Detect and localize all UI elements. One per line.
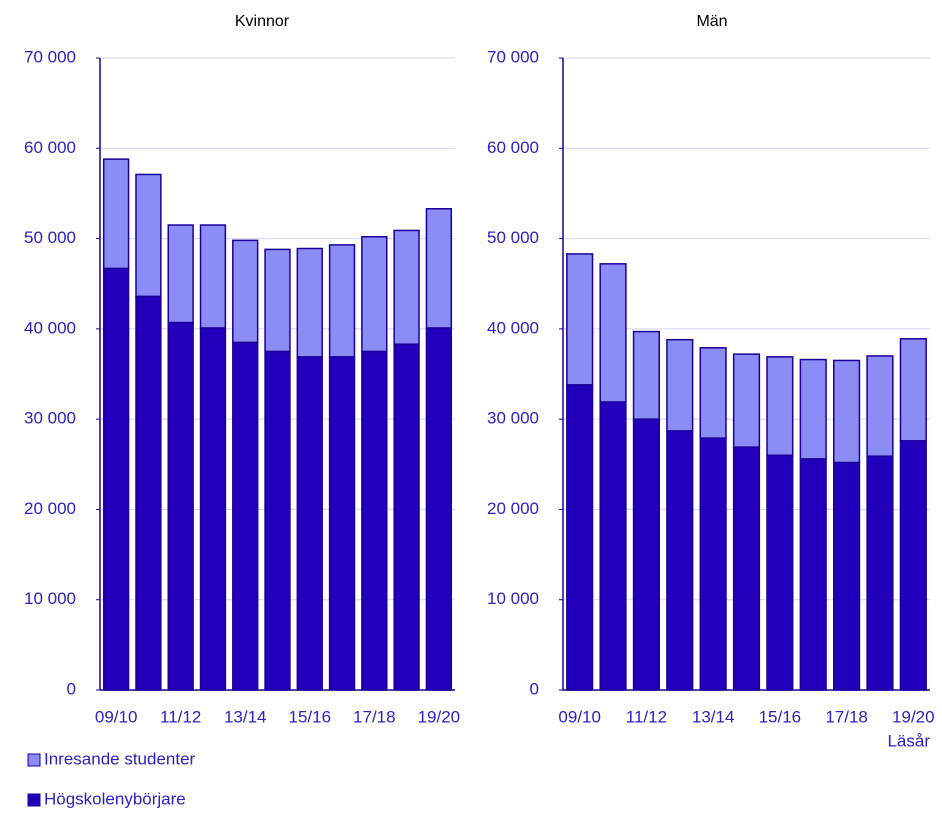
x-tick-label: 19/20 <box>892 707 935 726</box>
bar-segment <box>832 359 861 464</box>
x-tick-label: 17/18 <box>353 707 396 726</box>
bar-segment <box>799 358 827 460</box>
legend-label: Högskolenybörjare <box>44 789 186 808</box>
bar-segment <box>232 239 259 344</box>
x-tick-label: 11/12 <box>626 707 667 726</box>
bar-segment <box>135 295 162 691</box>
bar-segment <box>102 158 130 270</box>
bar-segment <box>666 430 694 691</box>
bar-segment <box>199 327 227 691</box>
bar-segment <box>296 247 323 358</box>
y-tick-label: 70 000 <box>487 47 539 66</box>
legend-swatch <box>27 793 41 807</box>
bar-segment <box>732 446 761 691</box>
bar-segment <box>766 356 794 457</box>
y-tick-label: 10 000 <box>487 589 539 608</box>
y-tick-label: 30 000 <box>487 409 539 428</box>
chart-title: Kvinnor <box>235 13 290 30</box>
legend-label: Inresande studenter <box>44 749 196 768</box>
bar-segment <box>632 330 661 420</box>
bar-segment <box>599 401 627 691</box>
y-tick-label: 10 000 <box>24 589 76 608</box>
bar-segment <box>599 263 627 403</box>
bar-segment <box>632 418 661 691</box>
bar-segment <box>666 338 694 432</box>
chart-title: Män <box>696 13 727 30</box>
x-tick-label: 19/20 <box>418 707 461 726</box>
y-tick-label: 0 <box>530 679 539 698</box>
bar-segment <box>566 384 594 691</box>
y-tick-label: 20 000 <box>487 499 539 518</box>
x-tick-label: 15/16 <box>288 707 331 726</box>
x-tick-label: 09/10 <box>95 707 138 726</box>
bar-segment <box>264 350 291 691</box>
y-tick-label: 60 000 <box>487 138 539 157</box>
x-tick-label: 09/10 <box>558 707 601 726</box>
bar-segment <box>866 455 894 691</box>
bar-segment <box>232 341 259 691</box>
bar-segment <box>699 437 727 691</box>
x-tick-label: 11/12 <box>160 707 201 726</box>
y-tick-label: 70 000 <box>24 47 76 66</box>
bar-segment <box>899 338 927 442</box>
bar-segment <box>425 208 453 329</box>
legend-swatch <box>27 753 41 767</box>
bar-segment <box>866 355 894 457</box>
bar-segment <box>167 321 194 691</box>
y-tick-label: 40 000 <box>487 318 539 337</box>
bar-segment <box>199 224 227 329</box>
y-tick-label: 20 000 <box>24 499 76 518</box>
bar-segment <box>296 356 323 691</box>
bar-segment <box>328 244 356 358</box>
bar-segment <box>832 461 861 691</box>
bar-segment <box>766 454 794 691</box>
y-tick-label: 0 <box>67 679 76 698</box>
x-tick-label: 13/14 <box>692 707 735 726</box>
x-tick-label: 15/16 <box>759 707 802 726</box>
bar-segment <box>102 267 130 691</box>
bar-segment <box>732 353 761 448</box>
y-tick-label: 60 000 <box>24 138 76 157</box>
bar-segment <box>361 350 388 691</box>
bar-segment <box>328 356 356 691</box>
bar-segment <box>566 253 594 386</box>
bar-segment <box>167 224 194 324</box>
y-tick-label: 40 000 <box>24 318 76 337</box>
bar-segment <box>425 327 453 691</box>
y-tick-label: 50 000 <box>487 228 539 247</box>
x-tick-label: 13/14 <box>224 707 267 726</box>
bar-segment <box>264 248 291 353</box>
bar-segment <box>393 343 420 691</box>
bar-segment <box>699 347 727 439</box>
x-tick-label: 17/18 <box>825 707 868 726</box>
bar-segment <box>899 440 927 691</box>
y-tick-label: 50 000 <box>24 228 76 247</box>
bar-segment <box>361 236 388 353</box>
y-tick-label: 30 000 <box>24 409 76 428</box>
bar-segment <box>135 173 162 298</box>
bar-segment <box>799 458 827 691</box>
bar-segment <box>393 229 420 345</box>
x-axis-label: Läsår <box>887 731 930 750</box>
